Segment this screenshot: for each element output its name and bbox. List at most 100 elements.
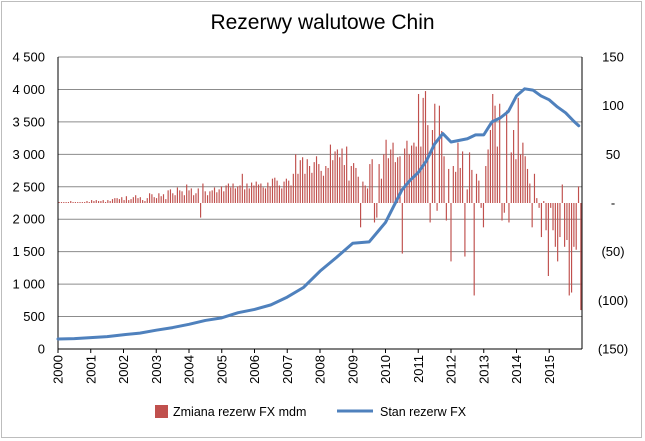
- bar: [397, 157, 399, 203]
- bar: [193, 195, 195, 203]
- bar: [392, 142, 394, 203]
- bar: [445, 203, 447, 221]
- bar: [529, 183, 531, 203]
- bar: [158, 193, 160, 203]
- x-tick-label: 2012: [444, 355, 459, 384]
- x-tick-label: 2001: [83, 355, 98, 384]
- bar: [350, 166, 352, 203]
- bar: [450, 203, 452, 262]
- bar: [253, 185, 255, 203]
- bar: [190, 188, 192, 203]
- bar: [306, 159, 308, 203]
- bar: [98, 201, 100, 203]
- bar: [543, 201, 545, 203]
- right-tick-label: -: [611, 196, 615, 211]
- bar: [557, 203, 559, 262]
- axes: [57, 57, 583, 350]
- bar: [295, 154, 297, 203]
- bar: [404, 148, 406, 203]
- bar: [278, 185, 281, 203]
- bar: [218, 189, 220, 203]
- bar: [118, 199, 121, 203]
- bar: [121, 197, 123, 203]
- bar: [380, 178, 383, 203]
- bar: [383, 154, 385, 203]
- bar: [385, 139, 387, 203]
- bar: [353, 163, 355, 203]
- bar: [169, 189, 172, 203]
- bar: [487, 149, 489, 203]
- bar: [577, 186, 580, 203]
- bar: [109, 201, 111, 203]
- bar: [230, 187, 232, 203]
- bar: [248, 188, 250, 203]
- bar: [510, 152, 512, 203]
- bar: [411, 145, 413, 203]
- bar: [225, 185, 227, 203]
- bar: [524, 156, 526, 203]
- gridlines: [58, 56, 582, 350]
- x-tick-label: 2000: [51, 355, 66, 384]
- bar: [95, 200, 97, 203]
- bar: [135, 195, 137, 203]
- bar: [200, 203, 202, 218]
- bar: [501, 203, 503, 221]
- bar: [536, 198, 538, 203]
- right-axis-ticks: (150) (100) (50) - 50 100 150: [598, 50, 628, 357]
- bar: [262, 187, 264, 203]
- bar: [257, 184, 260, 203]
- bar: [503, 203, 505, 213]
- bar: [167, 190, 169, 203]
- bar: [427, 125, 429, 203]
- bar: [334, 151, 336, 203]
- bar: [573, 203, 575, 247]
- bar: [434, 103, 436, 203]
- bar: [496, 146, 498, 203]
- bar: [482, 203, 485, 228]
- bar: [325, 166, 327, 203]
- x-tick-label: 2002: [116, 355, 131, 384]
- bar: [466, 189, 468, 203]
- bar: [566, 203, 568, 240]
- bar: [264, 188, 267, 203]
- bar: [531, 203, 533, 228]
- bar: [288, 180, 290, 203]
- bar: [364, 185, 366, 203]
- bar: [313, 162, 315, 203]
- bar: [100, 201, 102, 203]
- bar: [60, 202, 63, 203]
- bar: [281, 188, 283, 203]
- bar: [241, 173, 243, 203]
- bar: [545, 203, 547, 231]
- bar: [302, 157, 304, 203]
- bar: [165, 199, 167, 203]
- bar: [290, 185, 292, 203]
- bar: [471, 169, 473, 203]
- left-axis-ticks: 0 500 1 000 1 500 2 000 2 500 3 000 3 500 4 000 4…: [12, 50, 45, 357]
- bar: [329, 144, 332, 203]
- bar: [70, 201, 72, 203]
- bar: [183, 195, 185, 203]
- bar: [485, 166, 487, 203]
- bar: [65, 202, 67, 203]
- bar: [408, 154, 410, 203]
- bar: [246, 183, 248, 203]
- bar: [480, 203, 482, 208]
- bar: [369, 164, 371, 203]
- bar: [441, 130, 443, 203]
- bar: [267, 182, 269, 203]
- bar: [195, 193, 197, 203]
- x-tick-label: 2011: [411, 355, 426, 383]
- bar: [420, 146, 422, 203]
- bar: [506, 110, 508, 203]
- bar: [114, 198, 116, 203]
- bar: [489, 130, 491, 203]
- bar: [58, 202, 60, 203]
- bar: [494, 105, 496, 203]
- bar: [336, 149, 338, 203]
- bar: [422, 97, 424, 203]
- bar: [269, 186, 271, 203]
- bar: [552, 203, 554, 231]
- bar: [318, 164, 320, 203]
- bar: [406, 140, 408, 203]
